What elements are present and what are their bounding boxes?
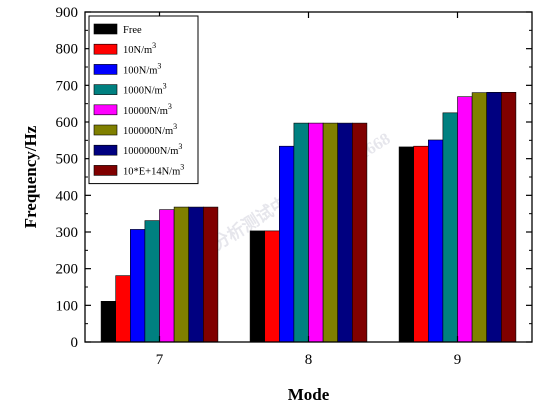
x-tick-label: 8 (305, 352, 313, 368)
bar-mode-7-series-2 (130, 229, 146, 343)
y-tick-label: 200 (56, 262, 79, 278)
bar-mode-8-series-4 (308, 122, 324, 343)
legend-swatch (93, 64, 118, 75)
legend-swatch (93, 43, 118, 55)
bar-mode-9-series-5 (471, 92, 488, 343)
legend-swatch (93, 104, 118, 116)
bar-mode-9-series-1 (413, 145, 429, 343)
legend-label: 10000N/m3 (123, 102, 172, 117)
y-tick-label: 400 (56, 188, 79, 204)
y-tick-label: 300 (56, 225, 79, 241)
bar-mode-8-series-1 (264, 230, 280, 343)
y-tick-label: 100 (56, 298, 79, 314)
ticks: 0 100 200 300 400 500 600 700 800 900 7 8 9 (56, 5, 532, 368)
legend-box (88, 15, 199, 185)
legend-label: 10*E+14N/m3 (123, 162, 184, 177)
legend-swatch (93, 124, 118, 136)
bar-mode-9-series-7 (500, 92, 517, 343)
legend-label: 10N/m3 (123, 41, 156, 56)
x-tick-label: 9 (454, 352, 462, 368)
bar-mode-7-series-1 (115, 275, 131, 343)
y-tick-label: 600 (56, 115, 79, 131)
bar-mode-7-series-7 (203, 206, 219, 343)
x-axis-title: Mode (288, 385, 330, 404)
bars (100, 92, 517, 343)
y-axis-title: Frequency/Hz (21, 125, 40, 228)
legend-label: 100000N/m3 (123, 122, 177, 137)
legend-swatch (93, 84, 118, 95)
legend-label: 100N/m3 (123, 61, 161, 76)
bar-mode-7-series-4 (159, 209, 175, 343)
bar-mode-7-series-5 (173, 206, 190, 343)
legend-swatch (93, 144, 118, 156)
legend-swatch (93, 23, 118, 35)
bar-mode-9-series-6 (486, 92, 502, 343)
y-tick-label: 700 (56, 78, 79, 94)
bar-mode-7-series-0 (100, 300, 116, 343)
y-tick-label: 800 (56, 42, 79, 58)
bar-mode-8-series-0 (249, 230, 266, 343)
legend-label: Free (123, 25, 142, 36)
bar-mode-7-series-3 (144, 220, 160, 343)
bar-mode-9-series-4 (457, 96, 473, 343)
bar-mode-9-series-0 (398, 146, 415, 343)
y-tick-label: 900 (56, 5, 79, 21)
bar-mode-8-series-6 (337, 122, 353, 343)
bar-mode-8-series-2 (278, 145, 295, 343)
x-tick-label: 7 (156, 352, 164, 368)
legend-label: 1000000N/m3 (123, 142, 182, 157)
legend-label: 1000N/m3 (123, 82, 167, 97)
bar-mode-9-series-2 (427, 139, 444, 343)
bar-mode-7-series-6 (188, 206, 204, 343)
y-tick-label: 500 (56, 152, 79, 168)
bar-mode-8-series-3 (293, 122, 309, 343)
y-tick-label: 0 (71, 335, 79, 351)
bar-mode-8-series-7 (351, 122, 368, 343)
bar-mode-9-series-3 (442, 112, 458, 343)
legend-swatch (93, 165, 118, 176)
legend: Free 10N/m3 100N/m3 1000N/m3 10000N/m3 100000… (88, 15, 199, 185)
bar-mode-8-series-5 (322, 122, 339, 343)
